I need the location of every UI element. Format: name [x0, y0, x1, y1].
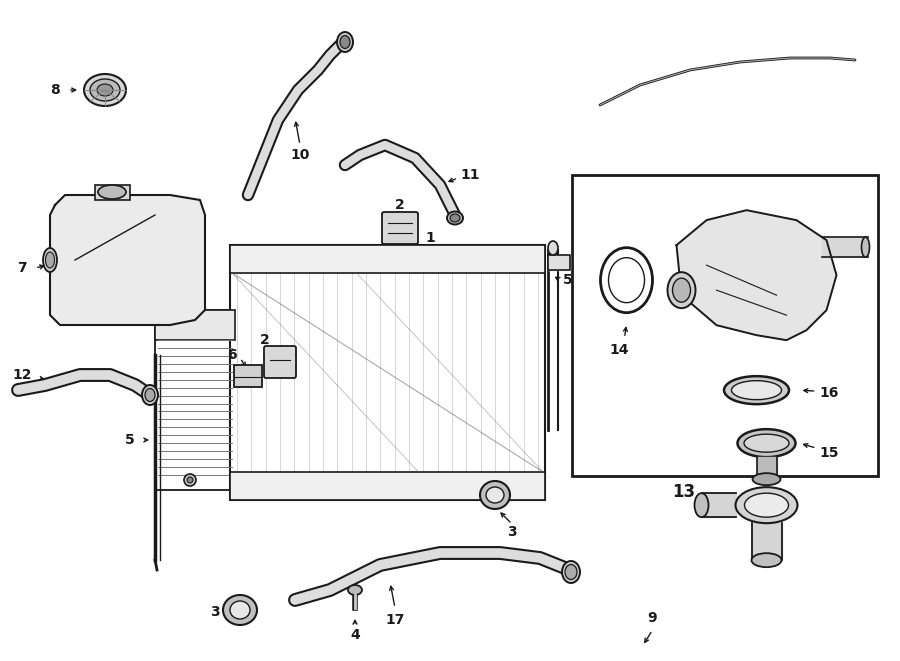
Text: 10: 10 — [291, 148, 310, 162]
Ellipse shape — [142, 385, 158, 405]
Text: 15: 15 — [820, 446, 839, 460]
Text: 14: 14 — [610, 343, 629, 357]
Ellipse shape — [861, 237, 869, 257]
Ellipse shape — [672, 278, 690, 302]
Ellipse shape — [695, 493, 708, 517]
Bar — [230, 245, 545, 273]
Text: 11: 11 — [460, 168, 480, 182]
Ellipse shape — [447, 212, 463, 225]
Ellipse shape — [340, 36, 350, 48]
Bar — [95, 185, 130, 200]
Ellipse shape — [668, 272, 696, 308]
Ellipse shape — [724, 376, 789, 404]
Text: 5: 5 — [563, 273, 573, 287]
Ellipse shape — [348, 585, 362, 595]
Bar — [155, 310, 235, 490]
Text: 2: 2 — [395, 198, 405, 212]
Text: 17: 17 — [385, 613, 405, 627]
Text: 8: 8 — [50, 83, 60, 97]
Circle shape — [187, 477, 193, 483]
Text: 5: 5 — [125, 433, 135, 447]
FancyBboxPatch shape — [382, 212, 418, 244]
Ellipse shape — [744, 434, 789, 452]
Ellipse shape — [97, 84, 113, 96]
Text: 12: 12 — [13, 368, 32, 382]
Text: 4: 4 — [350, 628, 360, 642]
Ellipse shape — [486, 487, 504, 503]
Text: 9: 9 — [648, 611, 657, 625]
Ellipse shape — [450, 214, 460, 222]
Ellipse shape — [732, 381, 781, 400]
Bar — [230, 245, 545, 500]
Ellipse shape — [46, 252, 55, 268]
Text: 6: 6 — [227, 348, 237, 362]
Polygon shape — [548, 255, 570, 270]
Ellipse shape — [744, 493, 788, 517]
Bar — [155, 310, 235, 340]
Text: 2: 2 — [260, 333, 270, 347]
Ellipse shape — [735, 487, 797, 523]
Ellipse shape — [737, 429, 796, 457]
Ellipse shape — [145, 389, 155, 401]
FancyBboxPatch shape — [234, 365, 262, 387]
Ellipse shape — [84, 74, 126, 106]
Polygon shape — [677, 210, 836, 340]
Polygon shape — [50, 195, 205, 325]
Text: 1: 1 — [425, 231, 435, 245]
Text: 16: 16 — [820, 386, 839, 400]
Bar — [230, 472, 545, 500]
Ellipse shape — [223, 595, 257, 625]
Text: 3: 3 — [211, 605, 220, 619]
Ellipse shape — [562, 561, 580, 583]
Ellipse shape — [565, 564, 577, 580]
Bar — [572, 175, 878, 476]
FancyBboxPatch shape — [264, 346, 296, 378]
Text: 7: 7 — [17, 261, 27, 275]
Ellipse shape — [90, 79, 120, 101]
Ellipse shape — [480, 481, 510, 509]
Ellipse shape — [337, 32, 353, 52]
Text: 3: 3 — [508, 525, 517, 539]
Ellipse shape — [548, 241, 558, 255]
Text: 13: 13 — [672, 483, 696, 502]
Ellipse shape — [752, 553, 781, 567]
Ellipse shape — [43, 248, 57, 272]
Ellipse shape — [98, 185, 126, 199]
Circle shape — [184, 474, 196, 486]
Ellipse shape — [230, 601, 250, 619]
Ellipse shape — [752, 473, 780, 485]
